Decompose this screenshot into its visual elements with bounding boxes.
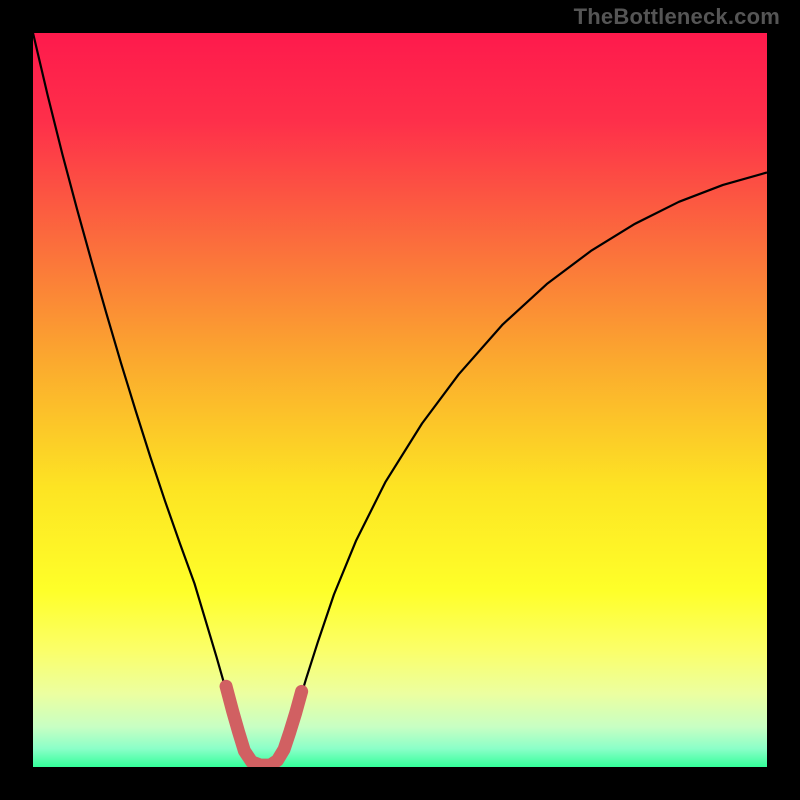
watermark-label: TheBottleneck.com — [574, 4, 780, 30]
plot-area — [33, 33, 767, 767]
plot-gradient-background — [33, 33, 767, 767]
